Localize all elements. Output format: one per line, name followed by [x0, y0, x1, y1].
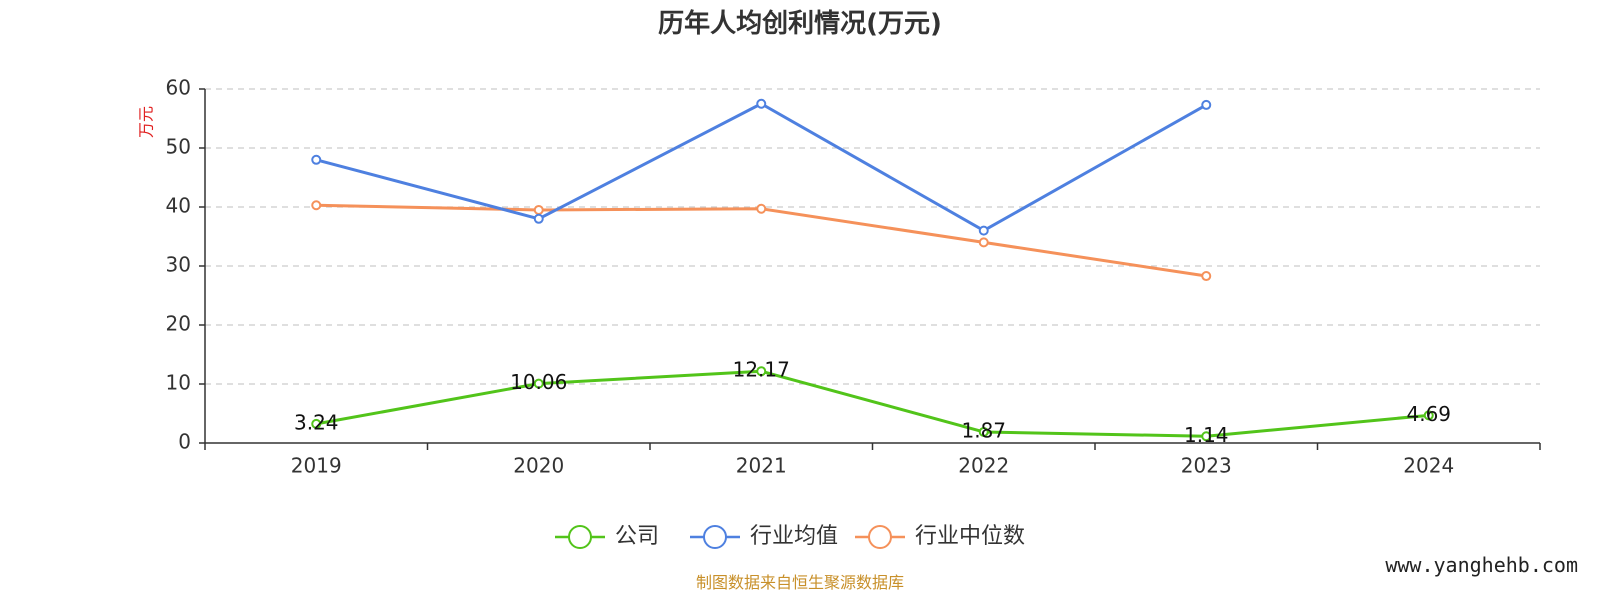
data-point [756, 98, 767, 109]
grid-lines [205, 88, 1540, 385]
data-point [533, 204, 544, 215]
axes: 0 10 20 30 40 50 60 2019 2020 2021 2022 2023 2024 [166, 76, 1541, 478]
data-point [1201, 271, 1212, 282]
data-label: 10.06 [510, 370, 567, 394]
y-tick-label: 10 [166, 371, 191, 395]
legend-item-2[interactable]: 行业中位数 [855, 524, 1025, 549]
legend[interactable]: 公司 行业均值 行业中位数 [555, 524, 1025, 549]
x-tick-label: 2021 [736, 454, 787, 478]
data-label: 1.87 [961, 418, 1006, 442]
y-tick-label: 40 [166, 194, 191, 218]
legend-item-1[interactable]: 行业均值 [690, 524, 838, 549]
data-point [311, 200, 322, 211]
data-point [311, 154, 322, 165]
legend-label: 行业中位数 [915, 524, 1025, 549]
x-tick-label: 2022 [958, 454, 1009, 478]
data-point [978, 237, 989, 248]
x-tick-label: 2019 [291, 454, 342, 478]
source-note: 制图数据来自恒生聚源数据库 [696, 573, 904, 592]
series-line [315, 369, 1429, 438]
series-0 [311, 366, 1434, 442]
legend-marker-icon [568, 525, 592, 549]
y-axis-label: 万元 [137, 106, 156, 138]
x-tick-label: 2023 [1181, 454, 1232, 478]
data-label: 1.14 [1184, 423, 1229, 447]
legend-marker-icon [703, 525, 727, 549]
data-point [533, 378, 544, 389]
data-point [1423, 410, 1434, 421]
series-2 [311, 200, 1212, 282]
data-point [756, 366, 767, 377]
watermark: www.yanghehb.com [1385, 553, 1578, 577]
data-labels: 3.24 10.06 12.17 1.87 1.14 4.69 [294, 358, 1451, 447]
legend-label: 公司 [615, 524, 659, 549]
legend-item-0[interactable]: 公司 [555, 524, 659, 549]
legend-label: 行业均值 [750, 524, 838, 549]
x-tick-label: 2020 [513, 454, 564, 478]
series-group [311, 98, 1434, 442]
data-point [978, 426, 989, 437]
data-point [1201, 99, 1212, 110]
y-tick-label: 60 [166, 76, 191, 100]
legend-marker-icon [868, 525, 892, 549]
chart-title: 历年人均创利情况(万元) [658, 8, 942, 39]
y-tick-label: 50 [166, 135, 191, 159]
data-label: 12.17 [733, 358, 790, 382]
data-point [978, 225, 989, 236]
y-tick-label: 20 [166, 312, 191, 336]
data-point [756, 203, 767, 214]
data-label: 3.24 [294, 410, 339, 434]
x-tick-label: 2024 [1403, 454, 1454, 478]
data-point [533, 213, 544, 224]
data-point [1201, 431, 1212, 442]
y-tick-label: 30 [166, 253, 191, 277]
series-1 [311, 98, 1212, 236]
data-point [311, 418, 322, 429]
y-tick-label: 0 [178, 430, 191, 454]
data-label: 4.69 [1406, 402, 1451, 426]
